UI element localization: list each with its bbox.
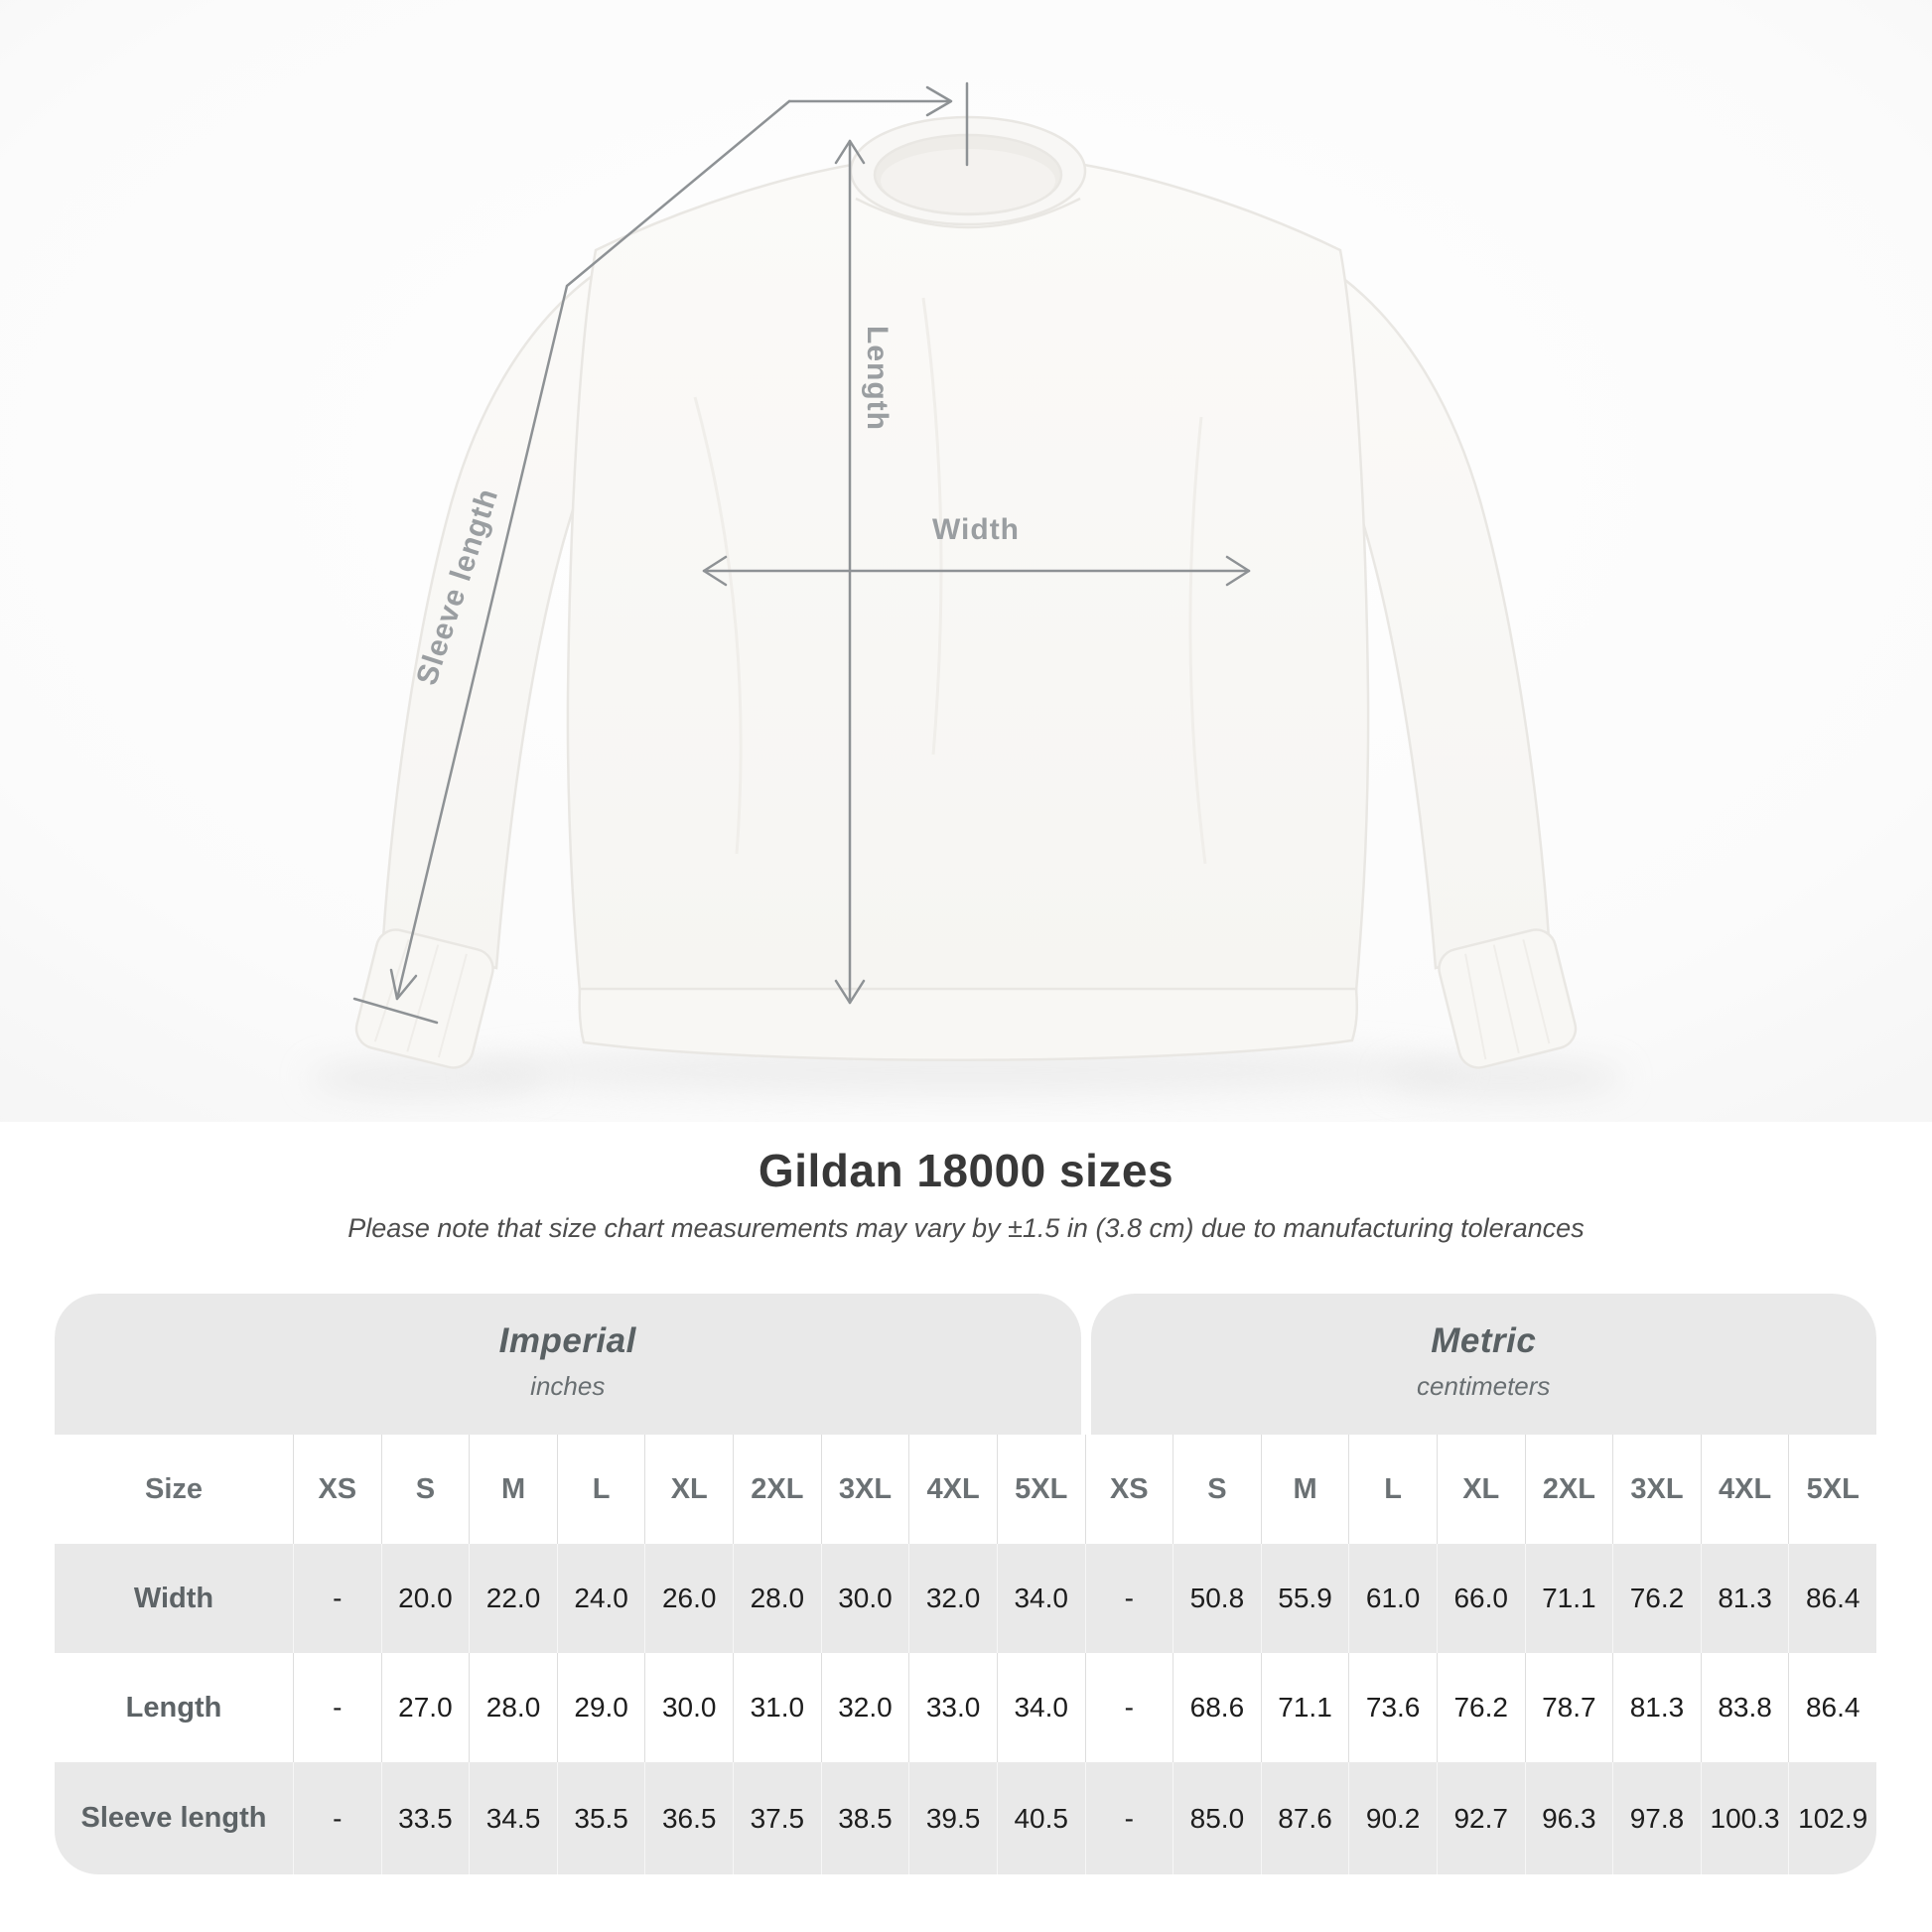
page-title: Gildan 18000 sizes: [758, 1145, 1174, 1196]
value-cell: 92.7: [1436, 1762, 1525, 1874]
page-subtitle: Please note that size chart measurements…: [347, 1213, 1585, 1243]
size-col-header: XS: [1084, 1435, 1173, 1544]
sleeve-length-arrow: [352, 81, 969, 1025]
garment-shadow: [308, 1044, 1624, 1098]
value-cell: 33.0: [908, 1653, 997, 1762]
size-header-cell: Size: [144, 1472, 204, 1505]
value-cell: -: [1084, 1762, 1173, 1874]
row-label: Sleeve length: [80, 1802, 267, 1834]
value-cell: 76.2: [1436, 1653, 1525, 1762]
imperial-band: Imperial inches: [55, 1294, 1081, 1435]
value-cell: 85.0: [1173, 1762, 1261, 1874]
value-cell: 96.3: [1524, 1762, 1613, 1874]
sweatshirt: [354, 115, 1578, 1069]
value-cell: 81.3: [1700, 1544, 1789, 1653]
imperial-unit: inches: [530, 1371, 606, 1401]
value-cell: 61.0: [1348, 1544, 1437, 1653]
value-cell: 81.3: [1612, 1653, 1701, 1762]
metric-band: Metric centimeters: [1090, 1294, 1876, 1435]
size-col-header: 3XL: [1612, 1435, 1701, 1544]
value-cell: 71.1: [1524, 1544, 1613, 1653]
row-label: Width: [133, 1582, 214, 1614]
value-cell: 28.0: [469, 1653, 557, 1762]
size-col-header: 5XL: [996, 1435, 1085, 1544]
value-cell: 26.0: [644, 1544, 733, 1653]
width-label: Width: [932, 513, 1020, 546]
value-cell: 40.5: [996, 1762, 1085, 1874]
size-col-header: 2XL: [1524, 1435, 1613, 1544]
size-col-header: M: [469, 1435, 557, 1544]
size-col-header: L: [556, 1435, 645, 1544]
size-col-header: XL: [644, 1435, 733, 1544]
size-col-header: S: [1173, 1435, 1261, 1544]
value-cell: 50.8: [1173, 1544, 1261, 1653]
group-header-row: Imperial inches Metric centimeters: [55, 1294, 1876, 1435]
table-row: Width -20.0 22.0 24.0 26.0 28.0 30.0 32.0 34.0-5…: [55, 1544, 1876, 1653]
value-cell: 83.8: [1700, 1653, 1789, 1762]
value-cell: 34.0: [996, 1544, 1085, 1653]
value-cell: 34.5: [469, 1762, 557, 1874]
value-cell: 33.5: [380, 1762, 470, 1874]
size-row: Size XS S M L XL 2XL 3XL 4XL 5XL XS S M L XL 2XL 3XL 4XL 5…: [55, 1435, 1876, 1544]
value-cell: 100.3: [1700, 1762, 1789, 1874]
value-cell: -: [1084, 1653, 1173, 1762]
sweatshirt-illustration: Length Width Sleeve length: [0, 0, 1932, 1122]
value-cell: 31.0: [733, 1653, 821, 1762]
length-label: Length: [861, 326, 894, 431]
value-cell: 71.1: [1260, 1653, 1349, 1762]
size-col-header: XL: [1436, 1435, 1525, 1544]
value-cell: 90.2: [1348, 1762, 1437, 1874]
size-col-header: 4XL: [1700, 1435, 1789, 1544]
row-label: Length: [125, 1691, 222, 1724]
value-cell: 20.0: [380, 1544, 470, 1653]
value-cell: 78.7: [1524, 1653, 1613, 1762]
value-cell: 86.4: [1788, 1653, 1876, 1762]
width-arrow: [702, 555, 1251, 587]
size-col-header: M: [1260, 1435, 1349, 1544]
value-cell: 38.5: [820, 1762, 909, 1874]
size-col-header: 2XL: [733, 1435, 821, 1544]
value-cell: 30.0: [820, 1544, 909, 1653]
value-cell: 27.0: [380, 1653, 470, 1762]
value-cell: 73.6: [1348, 1653, 1437, 1762]
value-cell: 30.0: [644, 1653, 733, 1762]
value-cell: -: [293, 1653, 381, 1762]
value-cell: 66.0: [1436, 1544, 1525, 1653]
value-cell: -: [293, 1762, 381, 1874]
table-row: Sleeve length -33.5 34.5 35.5 36.5 37.5 38.5 39…: [55, 1762, 1876, 1874]
table-row: Length -27.0 28.0 29.0 30.0 31.0 32.0 33.0 34.0-…: [55, 1653, 1876, 1762]
value-cell: 32.0: [820, 1653, 909, 1762]
imperial-label: Imperial: [498, 1321, 636, 1360]
value-cell: 87.6: [1260, 1762, 1349, 1874]
size-col-header: 3XL: [820, 1435, 909, 1544]
size-col-header: L: [1348, 1435, 1437, 1544]
value-cell: 39.5: [908, 1762, 997, 1874]
value-cell: 34.0: [996, 1653, 1085, 1762]
value-cell: 37.5: [733, 1762, 821, 1874]
value-cell: 29.0: [556, 1653, 645, 1762]
value-cell: 102.9: [1788, 1762, 1876, 1874]
value-cell: 55.9: [1260, 1544, 1349, 1653]
size-table: Imperial inches Metric centimeters Size X…: [55, 1294, 1876, 1874]
value-cell: 97.8: [1612, 1762, 1701, 1874]
value-cell: 36.5: [644, 1762, 733, 1874]
value-cell: 86.4: [1788, 1544, 1876, 1653]
value-cell: 32.0: [908, 1544, 997, 1653]
value-cell: -: [293, 1544, 381, 1653]
size-col-header: S: [380, 1435, 470, 1544]
size-col-header: 5XL: [1788, 1435, 1876, 1544]
metric-unit: centimeters: [1417, 1371, 1551, 1401]
table-rows: Width -20.0 22.0 24.0 26.0 28.0 30.0 32.0 34.0-5…: [55, 1544, 1876, 1874]
metric-label: Metric: [1431, 1321, 1537, 1360]
value-cell: 35.5: [556, 1762, 645, 1874]
value-cell: 28.0: [733, 1544, 821, 1653]
value-cell: 22.0: [469, 1544, 557, 1653]
value-cell: 68.6: [1173, 1653, 1261, 1762]
size-col-header: 4XL: [908, 1435, 997, 1544]
value-cell: 76.2: [1612, 1544, 1701, 1653]
value-cell: 24.0: [556, 1544, 645, 1653]
value-cell: -: [1084, 1544, 1173, 1653]
size-col-header: XS: [293, 1435, 381, 1544]
